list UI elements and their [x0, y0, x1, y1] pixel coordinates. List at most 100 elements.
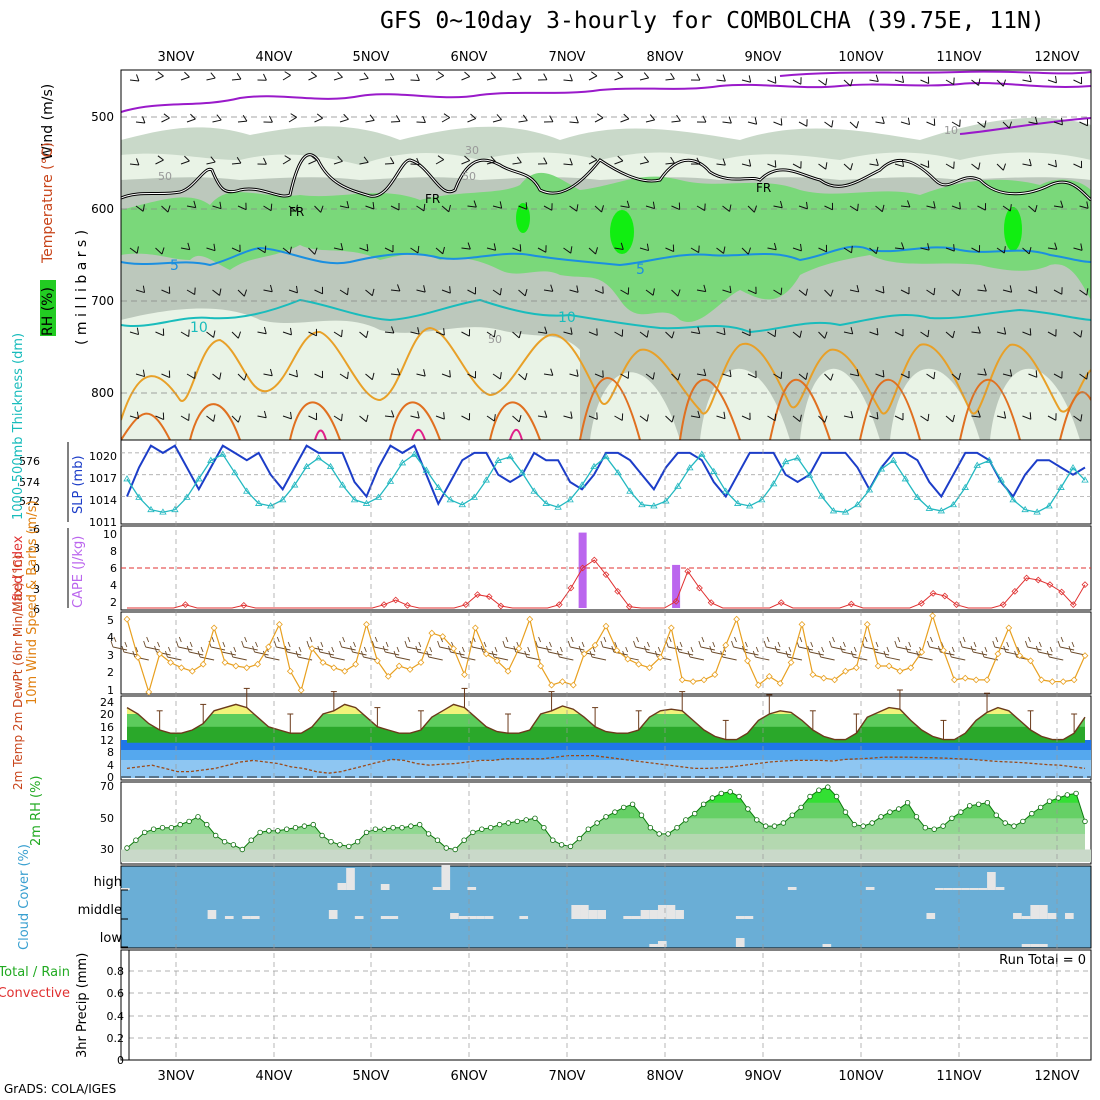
cloud-bar	[1021, 916, 1031, 919]
rh-marker	[887, 809, 893, 815]
wind-barb	[741, 641, 759, 656]
y-tick-label: middle	[78, 903, 122, 918]
upper-wind-barb	[843, 327, 854, 335]
upper-wind-barb	[696, 284, 707, 293]
upper-wind-barb	[894, 329, 904, 337]
thickness-marker	[302, 462, 311, 470]
upper-wind-barb	[945, 414, 955, 423]
wind-marker	[319, 659, 327, 666]
wind-marker	[580, 650, 588, 658]
wind-barb	[110, 636, 128, 651]
li-marker	[380, 601, 388, 609]
dewpoint-line	[126, 754, 1086, 774]
upper-wind-barb	[920, 76, 930, 85]
upper-wind-barb	[1073, 160, 1083, 169]
wind-barb	[731, 636, 748, 651]
wind-barb	[763, 636, 781, 651]
thickness-marker	[722, 487, 730, 494]
cloud-bar	[623, 916, 632, 919]
upper-wind-barb	[767, 413, 777, 422]
wind10m-markers	[123, 612, 1089, 696]
upper-wind-barb	[308, 328, 318, 337]
upper-wind-barb	[773, 118, 783, 126]
y-label-millibars: ( m i l l i b a r s )	[74, 230, 90, 345]
upper-wind-barb	[308, 247, 318, 255]
upper-wind-barb	[512, 415, 522, 423]
rh-marker	[975, 801, 982, 807]
upper-wind-barb	[537, 410, 548, 418]
upper-wind-barb	[716, 327, 726, 336]
rh-y-ticks: 30 50 70	[100, 780, 114, 856]
upper-wind-barb	[818, 244, 828, 253]
slp-left-ticks: 572 574 576	[19, 455, 40, 508]
wind-barb	[959, 636, 977, 651]
thickness-marker	[506, 452, 514, 460]
upper-wind-barb	[1047, 242, 1058, 250]
upper-wind-barb	[716, 411, 726, 420]
wind-marker	[471, 624, 479, 632]
upper-wind-barb	[926, 371, 936, 380]
y-tick-label: 0	[117, 1054, 124, 1067]
upper-wind-barb	[645, 288, 655, 296]
cloud-bar	[519, 916, 529, 919]
wind-barb	[165, 646, 182, 661]
y-tick-label: 1011	[89, 516, 117, 529]
upper-wind-barb	[977, 203, 987, 211]
upper-wind-barb	[665, 156, 675, 165]
upper-wind-barb	[869, 327, 879, 336]
y-tick-label: 0.8	[107, 965, 125, 978]
y-tick-label: 700	[91, 294, 114, 308]
upper-wind-barb	[237, 289, 248, 297]
rh-marker	[896, 806, 902, 812]
upper-wind-barb	[263, 203, 273, 212]
upper-wind-barb	[920, 329, 930, 338]
upper-wind-barb	[747, 370, 757, 379]
y-tick-label: 0.6	[107, 987, 125, 1000]
y-tick-label: 1020	[89, 450, 117, 463]
rh-marker	[807, 793, 813, 800]
thickness-marker	[686, 464, 694, 471]
cloud-bar	[467, 887, 477, 890]
thickness-marker	[159, 508, 167, 515]
upper-wind-barb	[288, 285, 298, 294]
rh-marker	[771, 823, 778, 829]
wind-barb	[350, 641, 367, 656]
rh-marker	[798, 804, 804, 811]
wind-marker	[765, 673, 773, 680]
x-tick-label: 11NOV	[936, 50, 981, 65]
upper-wind-barb	[263, 284, 273, 293]
upper-wind-barb	[773, 200, 783, 209]
upper-wind-barb	[869, 246, 879, 255]
y-label-rh: RH (%)	[40, 287, 56, 336]
upper-wind-barb	[741, 159, 752, 167]
wind-marker	[602, 622, 610, 630]
upper-wind-barb	[824, 202, 834, 211]
contour-label: FR	[289, 205, 304, 219]
wind-marker	[1070, 676, 1078, 684]
rh-marker	[967, 803, 973, 809]
wind-marker	[787, 659, 795, 666]
upper-wind-barb	[212, 114, 222, 123]
contour-label: FR	[425, 192, 440, 206]
y-tick-label: 1	[107, 684, 114, 697]
cloud-bar	[1030, 905, 1040, 919]
upper-wind-barb	[996, 79, 1007, 87]
upper-wind-barb	[594, 113, 604, 123]
isotherm-10	[121, 298, 1091, 334]
upper-wind-barb	[671, 114, 681, 123]
wind-marker	[352, 660, 360, 668]
cape-axis-label: CAPE (J/kg)	[71, 536, 86, 608]
wind-marker	[526, 615, 534, 623]
wind-barb	[1046, 646, 1064, 661]
upper-wind-barb	[257, 157, 267, 165]
upper-wind-barb	[537, 245, 547, 253]
upper-wind-barb	[894, 75, 905, 84]
wind-marker	[276, 621, 283, 628]
cloud-bar	[935, 888, 944, 890]
rh-marker	[354, 839, 361, 845]
upper-wind-barb	[894, 413, 904, 421]
cloud-bar	[441, 865, 451, 890]
upper-wind-barb	[645, 114, 656, 123]
upper-wind-barb	[747, 286, 757, 295]
wind-marker	[1048, 678, 1056, 685]
